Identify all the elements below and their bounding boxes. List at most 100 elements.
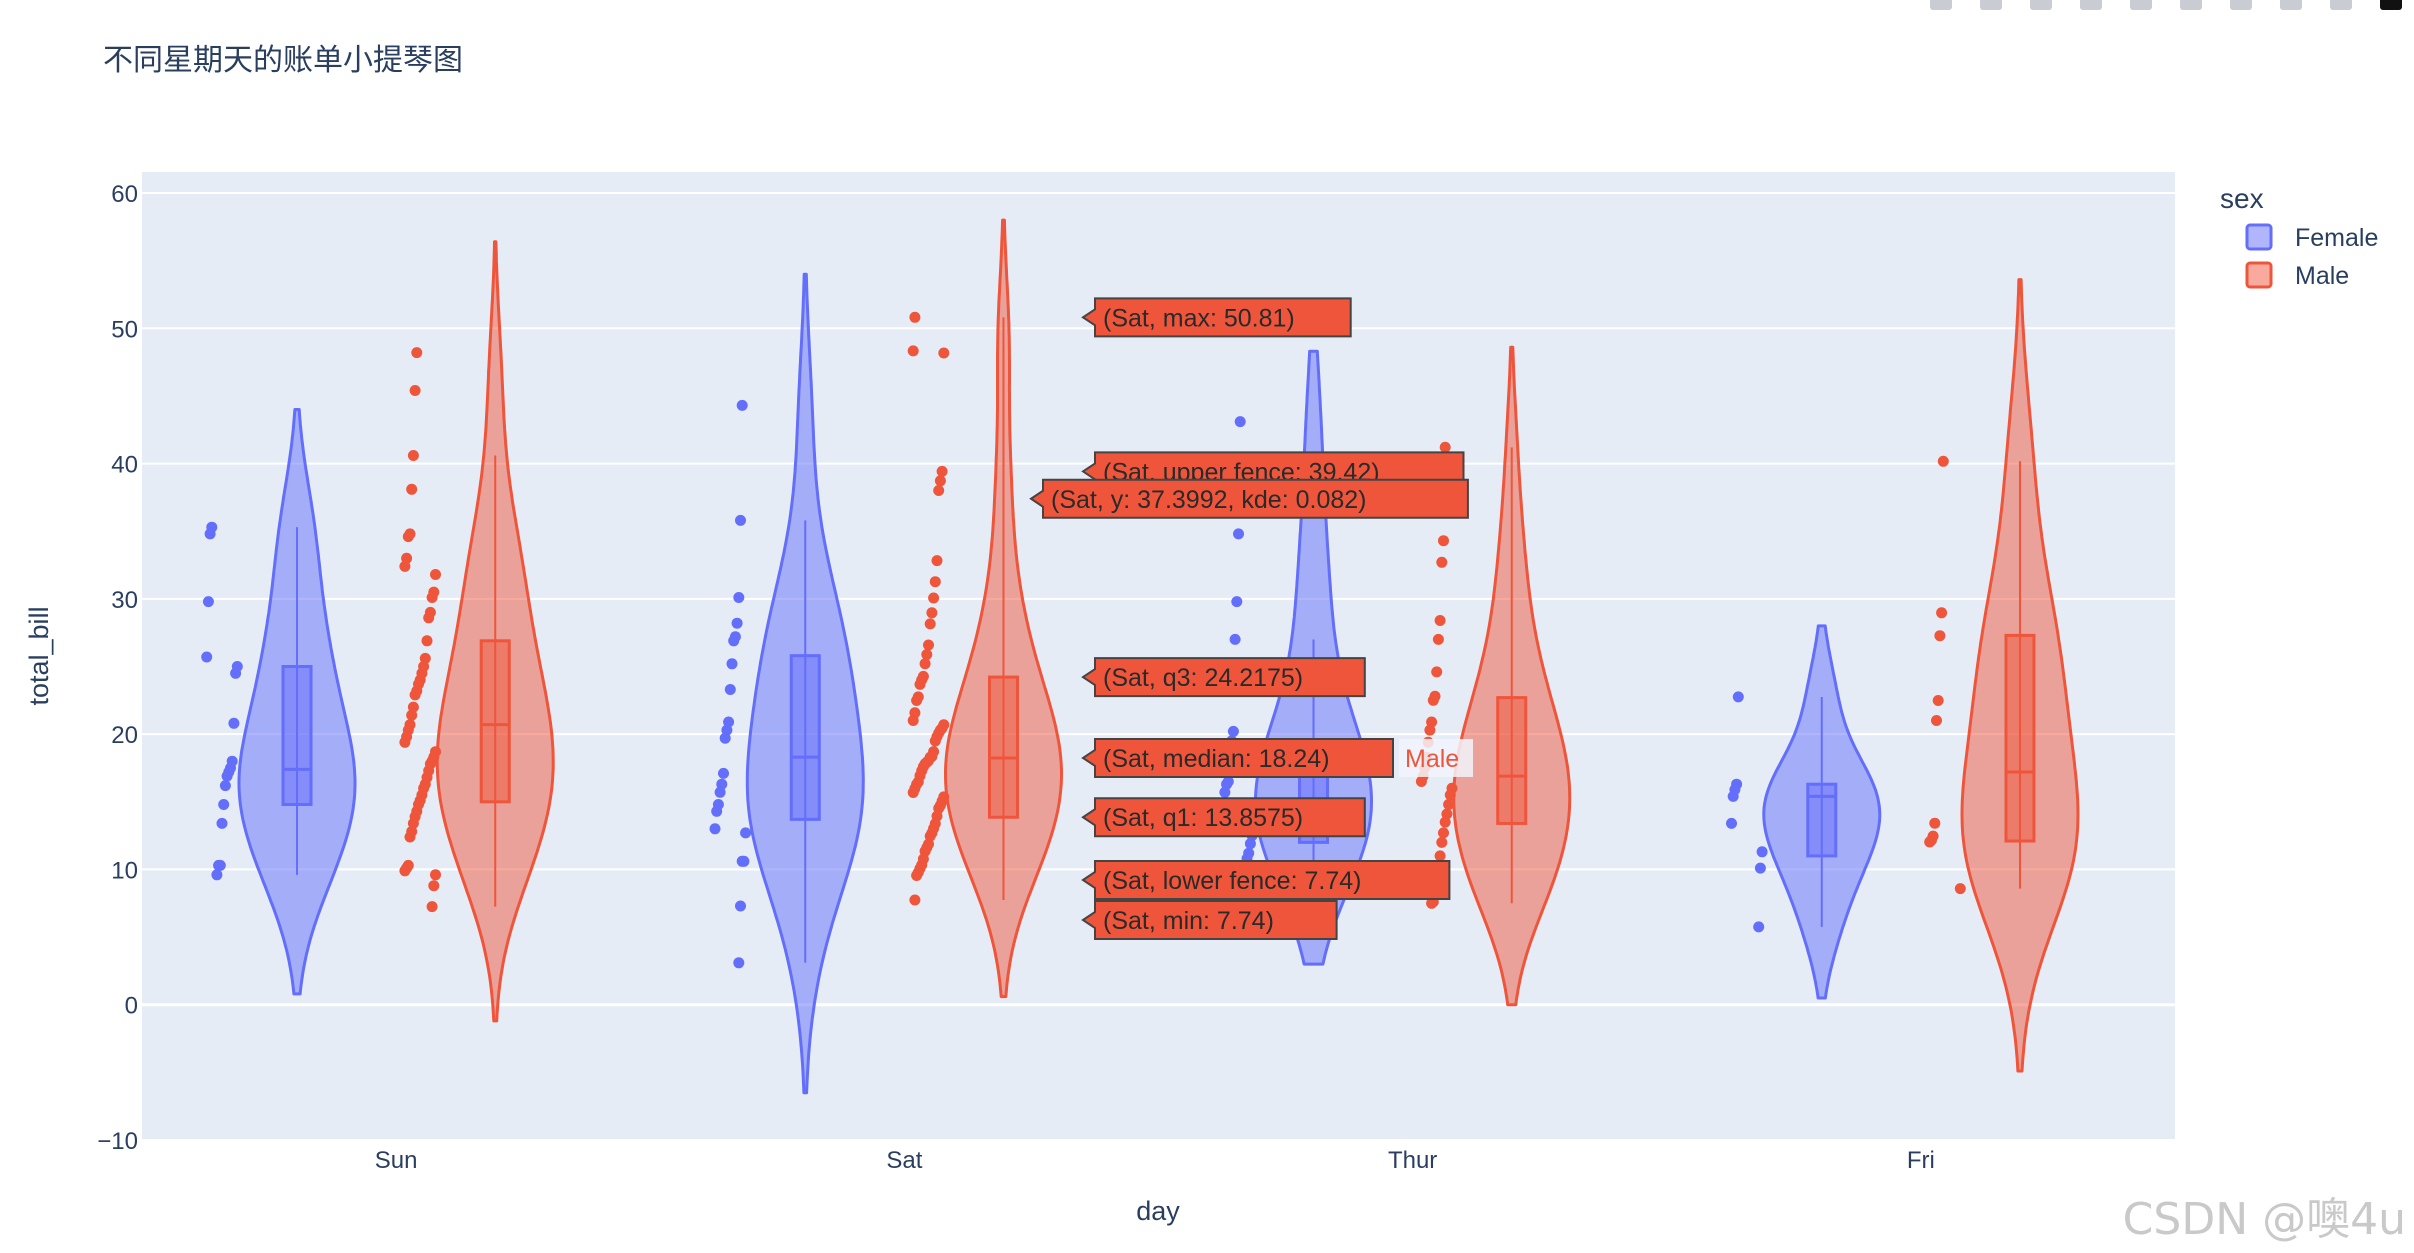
x-axis-title: day <box>1136 1196 1180 1226</box>
point-female-thur <box>1233 528 1244 540</box>
box-male-sat <box>987 675 1019 819</box>
point-female-thur <box>1244 838 1256 850</box>
hover-label-text: (Sat, lower fence: 7.74) <box>1103 867 1361 895</box>
legend-item-female[interactable]: Female <box>2245 223 2378 252</box>
zoom-in-icon[interactable] <box>2180 0 2202 10</box>
point-female-fri <box>1754 862 1766 874</box>
point-male-thur <box>1436 836 1448 848</box>
zoom-icon[interactable] <box>1980 0 2002 10</box>
point-male-thur <box>1424 724 1436 736</box>
hover-trace-name-bg <box>1399 738 1473 777</box>
point-male-fri <box>1954 883 1966 895</box>
reset-axes-icon[interactable] <box>2330 0 2352 10</box>
point-female-thur <box>1234 416 1246 428</box>
point-male-sun <box>430 569 441 580</box>
hover-label-2: (Sat, y: 37.3992, kde: 0.082) <box>1029 478 1469 519</box>
point-male-sun <box>404 831 416 843</box>
point-male-thur <box>1436 556 1448 568</box>
legend-title: sex <box>2220 183 2264 214</box>
point-male-sun <box>411 347 423 359</box>
point-female-sat <box>735 514 746 526</box>
legend-label-female: Female <box>2295 224 2378 252</box>
point-female-sun <box>202 596 214 608</box>
hover-label-7: (Sat, min: 7.74) <box>1081 900 1338 941</box>
point-male-thur <box>1443 799 1455 810</box>
point-female-thur <box>1229 633 1241 645</box>
point-male-sun <box>421 635 433 647</box>
hover-label-text: (Sat, max: 50.81) <box>1103 304 1295 332</box>
box-female-sat <box>789 654 821 821</box>
point-male-sun <box>428 880 440 892</box>
point-male-sat <box>938 347 950 359</box>
x-tick-label-sun: Sun <box>375 1147 418 1174</box>
watermark: CSDN @噢4u <box>2122 1194 2406 1245</box>
point-male-thur <box>1434 615 1446 626</box>
box-select-icon[interactable] <box>2080 0 2102 10</box>
y-tick-label: 60 <box>111 181 138 208</box>
hover-label-box <box>1081 297 1352 338</box>
point-male-sat <box>911 695 923 706</box>
point-male-sat <box>914 678 926 690</box>
x-tick-label-sat: Sat <box>886 1147 922 1174</box>
point-female-sat <box>709 823 721 835</box>
legend-label-male: Male <box>2295 262 2349 290</box>
point-female-thur <box>1219 786 1231 798</box>
legend-item-male[interactable]: Male <box>2245 261 2349 290</box>
point-female-sat <box>740 827 752 839</box>
hover-label-text: (Sat, q3: 24.2175) <box>1103 664 1303 692</box>
point-male-sat <box>921 649 933 660</box>
point-female-sat <box>718 767 729 779</box>
y-tick-label: 30 <box>111 587 138 614</box>
hover-trace-name: Male <box>1405 745 1459 773</box>
point-female-sat <box>724 684 736 695</box>
plotly-logo-icon[interactable] <box>2380 0 2402 10</box>
y-axis: −10 0 10 20 30 40 50 60 <box>97 181 138 1155</box>
point-male-thur <box>1426 897 1438 909</box>
hover-label-box <box>1081 860 1451 901</box>
point-male-sun <box>423 612 435 624</box>
hover-label-5: (Sat, q1: 13.8575) <box>1081 797 1366 838</box>
point-male-thur <box>1431 666 1443 678</box>
box-female-sun <box>281 665 313 806</box>
point-male-sat <box>909 894 921 906</box>
point-male-sat <box>928 592 940 604</box>
point-male-sat <box>931 555 943 567</box>
hover-label-text: (Sat, q1: 13.8575) <box>1103 804 1303 832</box>
point-male-fri <box>1936 607 1948 619</box>
point-male-sun <box>426 592 438 603</box>
point-male-sun <box>399 560 411 572</box>
point-male-thur <box>1432 633 1444 645</box>
point-male-sun <box>399 736 411 748</box>
point-male-sat <box>923 639 934 651</box>
camera-icon[interactable] <box>1930 0 1952 10</box>
hover-label-3: (Sat, q3: 24.2175) <box>1081 657 1366 698</box>
point-male-sun <box>399 865 411 877</box>
point-male-fri <box>1932 695 1944 706</box>
y-tick-label: 50 <box>111 316 138 343</box>
y-tick-label: 0 <box>125 993 138 1020</box>
point-male-sun <box>406 709 418 721</box>
point-female-sat <box>726 658 738 670</box>
modebar[interactable] <box>1930 0 2402 14</box>
point-male-sun <box>407 450 419 461</box>
legend[interactable]: sex Female Male <box>2220 183 2378 290</box>
pan-icon[interactable] <box>2030 0 2052 10</box>
point-female-sat <box>735 900 746 912</box>
point-female-fri <box>1756 846 1768 858</box>
x-tick-label-thur: Thur <box>1388 1147 1437 1174</box>
point-female-sun <box>219 780 231 792</box>
point-female-sat <box>736 855 748 867</box>
point-male-sat <box>936 465 948 477</box>
point-female-sat <box>728 635 740 647</box>
lasso-icon[interactable] <box>2130 0 2152 10</box>
box-male-thur <box>1496 696 1528 825</box>
point-male-thur <box>1434 850 1446 862</box>
hover-label-6: (Sat, lower fence: 7.74) <box>1081 860 1451 901</box>
autoscale-icon[interactable] <box>2280 0 2302 10</box>
point-male-sat <box>929 735 941 747</box>
point-female-sat <box>719 732 731 744</box>
y-tick-label: 10 <box>111 857 138 884</box>
hover-label-text: (Sat, min: 7.74) <box>1103 907 1274 935</box>
zoom-out-icon[interactable] <box>2230 0 2252 10</box>
